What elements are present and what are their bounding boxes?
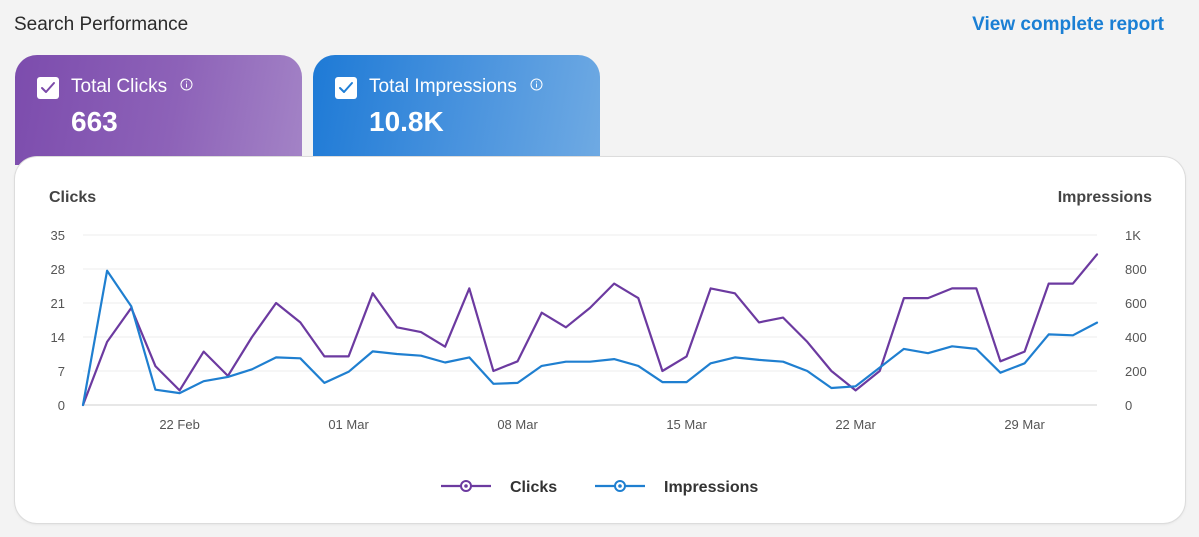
view-report-link[interactable]: View complete report [972,14,1164,35]
right-tick-label: 1K [1125,228,1141,243]
total-clicks-card[interactable]: Total Clicks 663 [15,55,302,165]
clicks-series-line [81,253,1099,407]
left-tick-label: 35 [51,228,65,243]
right-tick-label: 400 [1125,330,1147,345]
performance-line-chart: Clicks Impressions 0 0 7 200 14 400 21 600 28 800 35… [49,189,1152,496]
left-tick-label: 28 [51,262,65,277]
impressions-card-label: Total Impressions [369,76,543,98]
clicks-legend-label: Clicks [510,479,557,496]
impressions-label-text: Total Impressions [369,76,517,97]
right-tick-label: 200 [1125,364,1147,379]
x-tick-label: 01 Mar [328,417,369,432]
clicks-label-text: Total Clicks [71,76,168,97]
clicks-checkbox[interactable] [37,77,59,99]
impressions-legend-label: Impressions [664,479,758,496]
impressions-checkbox[interactable] [335,77,357,99]
x-tick-label: 22 Mar [835,417,876,432]
total-impressions-card[interactable]: Total Impressions 10.8K [313,55,600,165]
left-axis-title: Clicks [49,189,96,206]
impressions-total-value: 10.8K [369,106,444,137]
impressions-series-line [81,269,1099,407]
x-tick-label: 22 Feb [159,417,199,432]
chart-panel: Clicks Impressions 0 0 7 200 14 400 21 600 28 800 35… [15,157,1185,523]
right-axis-title: Impressions [1058,189,1152,206]
info-icon[interactable] [530,78,543,91]
x-tick-label: 29 Mar [1004,417,1045,432]
impressions-legend-dot [618,484,622,488]
check-icon [41,82,55,93]
clicks-legend-dot [464,484,468,488]
clicks-card-label: Total Clicks [71,76,193,98]
right-tick-label: 800 [1125,262,1147,277]
left-tick-label: 21 [51,296,65,311]
left-tick-label: 7 [58,364,65,379]
x-tick-label: 08 Mar [497,417,538,432]
right-tick-label: 0 [1125,398,1132,413]
left-tick-label: 14 [51,330,65,345]
section-title: Search Performance [14,14,189,35]
right-tick-label: 600 [1125,296,1147,311]
clicks-total-value: 663 [71,106,118,137]
check-icon [339,82,353,93]
info-icon[interactable] [180,78,193,91]
left-tick-label: 0 [58,398,65,413]
x-tick-label: 15 Mar [666,417,707,432]
